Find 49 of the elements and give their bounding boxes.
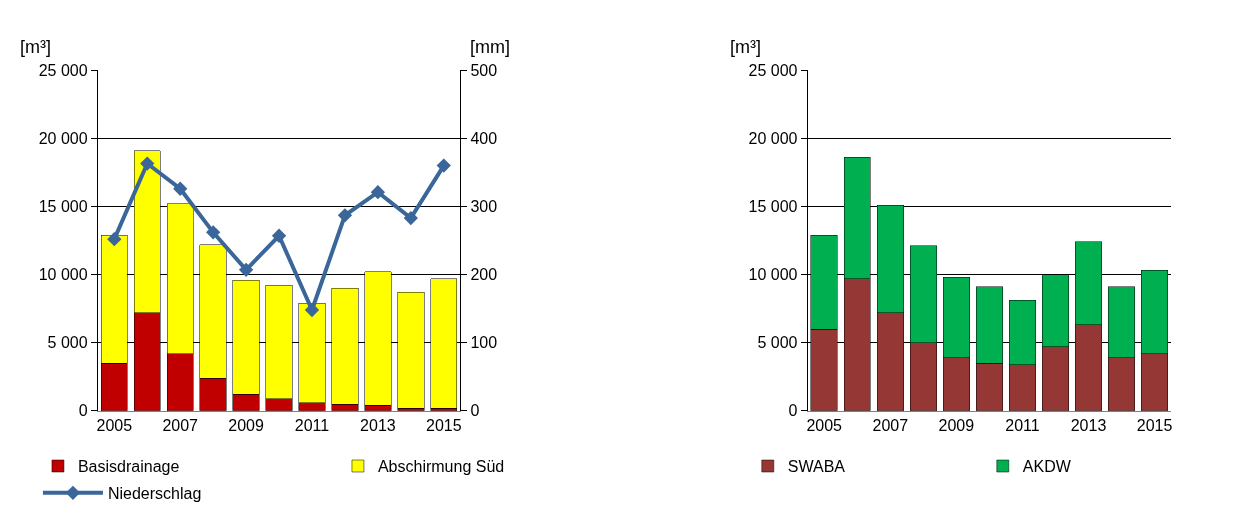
x-tick-label: 2007 — [162, 417, 199, 435]
y2-tick-label: 200 — [470, 266, 498, 284]
y-axis-title: [m³] — [730, 37, 761, 57]
point — [337, 208, 353, 223]
x-tick-label: 2005 — [806, 417, 843, 435]
x-tick-label: 2015 — [425, 417, 462, 435]
point — [140, 156, 155, 171]
point — [238, 262, 254, 277]
y-tick-label: 20 000 — [38, 129, 88, 147]
x-tick-label: 2013 — [1070, 417, 1107, 435]
x-tick-label: 2015 — [1136, 417, 1173, 435]
y-tick-label: 0 — [78, 402, 88, 420]
point — [304, 302, 320, 318]
y2-axis-title: [mm] — [470, 37, 510, 57]
y2-tick-label: 0 — [470, 402, 480, 420]
legend-label: Niederschlag — [107, 485, 202, 503]
point — [436, 158, 451, 173]
y-tick-label: 10 000 — [38, 266, 88, 284]
y2-tick-label: 300 — [470, 198, 498, 216]
y-tick-label: 0 — [788, 402, 798, 420]
legend-label: SWABA — [787, 458, 846, 476]
y-tick-label: 10 000 — [748, 266, 798, 284]
y-tick-label: 15 000 — [748, 198, 798, 216]
x-tick-label: 2005 — [96, 417, 133, 435]
x-tick-label: 2011 — [294, 417, 330, 435]
y-tick-label: 5 000 — [47, 334, 88, 352]
x-tick-label: 2011 — [1005, 417, 1040, 435]
y-tick-label: 25 000 — [38, 61, 88, 79]
y-tick-label: 15 000 — [38, 198, 88, 216]
legend-label: AKDW — [1022, 458, 1072, 476]
x-tick-label: 2009 — [938, 417, 975, 435]
y2-tick-label: 400 — [470, 129, 498, 147]
y-tick-label: 20 000 — [748, 129, 798, 147]
point — [271, 228, 287, 243]
y2-tick-label: 100 — [470, 334, 498, 352]
point — [403, 210, 418, 226]
x-tick-label: 2013 — [360, 417, 396, 435]
y2-tick-label: 500 — [470, 61, 498, 79]
point — [206, 225, 221, 240]
x-tick-label: 2009 — [228, 417, 264, 435]
legend-label: Basisdrainage — [77, 458, 180, 476]
point — [107, 232, 122, 247]
point — [370, 185, 386, 200]
point — [173, 181, 188, 196]
y-tick-label: 25 000 — [748, 61, 798, 79]
legend-label: Abschirmung Süd — [377, 458, 505, 476]
y-axis-title: [m³] — [20, 37, 51, 57]
y-tick-label: 5 000 — [757, 334, 798, 352]
x-tick-label: 2007 — [872, 417, 909, 435]
